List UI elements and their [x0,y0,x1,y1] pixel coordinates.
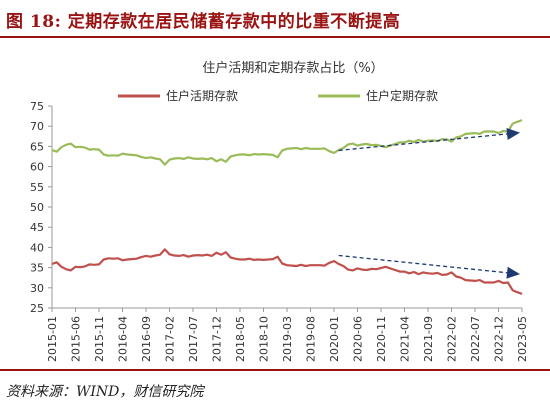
y-tick-label: 30 [30,282,44,295]
x-tick-label: 2020-06 [352,316,365,362]
x-tick-label: 2019-08 [305,316,318,362]
series-line-time [51,119,523,166]
y-tick-label: 35 [30,262,44,275]
x-tick-label: 2018-05 [234,316,247,362]
x-tick-label: 2015-06 [70,316,83,362]
x-tick-label: 2017-02 [164,316,177,362]
y-tick-label: 60 [30,161,44,174]
figure-title-bar: 图 18: 定期存款在居民储蓄存款中的比重不断提高 [0,0,550,34]
x-tick-label: 2019-03 [281,316,294,362]
y-tick-label: 45 [30,221,44,234]
y-tick-label: 70 [30,120,44,133]
x-tick-label: 2022-02 [446,316,459,362]
chart-title: 住户活期和定期存款占比（%） [202,60,383,76]
figure-source: 资料来源：WIND，财信研究院 [6,384,204,400]
x-tick-label: 2018-10 [258,316,271,362]
x-tick-label: 2022-12 [493,316,506,362]
y-tick-label: 55 [30,181,44,194]
line-chart: 住户活期和定期存款占比（%） 25 30 35 40 45 50 55 60 65 70 75 2015… [30,60,529,362]
y-tick-label: 40 [30,241,44,254]
x-tick-label: 2016-09 [140,316,153,362]
x-tick-label: 2021-04 [399,316,412,362]
y-tick-label: 25 [30,302,44,315]
title-rule [0,36,550,38]
x-tick-label: 2020-11 [375,316,388,362]
x-tick-label: 2015-01 [46,316,59,362]
x-tick-label: 2023-05 [516,316,529,362]
trend-arrow-line [338,132,511,152]
trend-arrow-head [506,266,520,279]
x-tick-label: 2022-07 [469,316,482,362]
legend-label-time: 住户定期存款 [366,88,438,103]
x-tick-label: 2020-01 [328,316,341,362]
legend-label-demand: 住户活期存款 [166,88,238,103]
x-tick-label: 2016-04 [117,316,130,362]
y-tick-label: 50 [30,201,44,214]
y-tick-label: 75 [30,100,44,113]
source-rule [0,369,550,371]
figure-title: 图 18: 定期存款在居民储蓄存款中的比重不断提高 [6,12,401,32]
series-line-demand [51,248,523,295]
trend-arrow-line [338,254,511,274]
x-tick-label: 2017-12 [211,316,224,362]
y-tick-label: 65 [30,140,44,153]
x-tick-label: 2021-09 [422,316,435,362]
x-tick-label: 2015-11 [93,316,106,362]
trend-arrow-head [506,127,520,140]
x-tick-label: 2017-07 [187,316,200,362]
